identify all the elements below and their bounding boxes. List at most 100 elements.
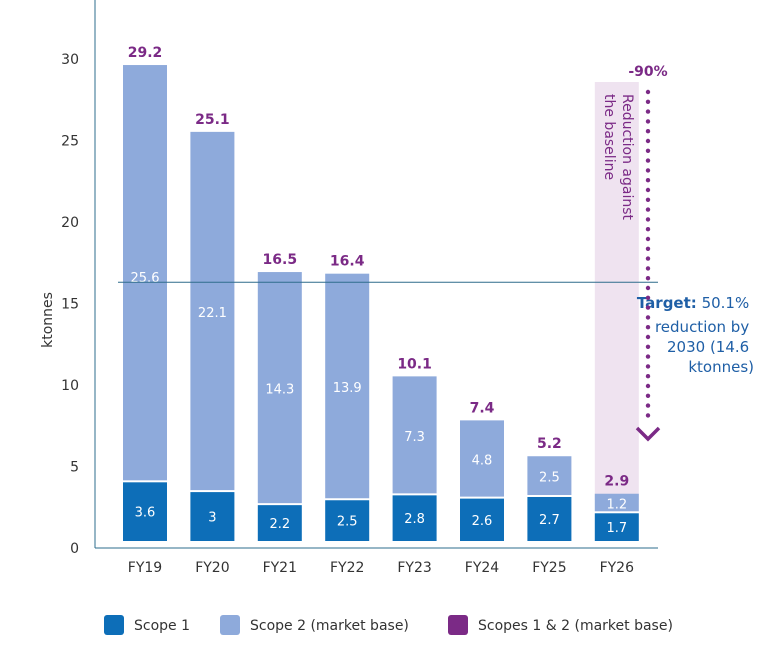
scope2-value-label: 25.6	[131, 271, 160, 286]
reduction-arrow-dot	[645, 364, 651, 369]
scope1-value-label: 3.6	[135, 506, 156, 521]
y-tick-label: 15	[61, 297, 79, 313]
target-label-line: reduction by	[655, 318, 749, 336]
reduction-arrow-dot	[645, 285, 651, 291]
reduction-arrow-dot	[645, 315, 651, 320]
scope1-value-label: 2.6	[472, 514, 493, 529]
y-tick-label: 20	[61, 215, 79, 231]
bar-scope2	[527, 456, 572, 495]
reduction-arrow-dot	[645, 187, 651, 193]
bar-scope1	[527, 496, 572, 541]
reduction-arrow-dot	[645, 109, 651, 114]
y-tick-label: 0	[70, 541, 79, 557]
total-value-label: 7.4	[470, 400, 495, 416]
bar-scope1	[190, 492, 235, 541]
reduction-percent: -90%	[628, 64, 667, 80]
x-tick-label: FY24	[465, 560, 500, 576]
reduction-arrow-dot	[645, 148, 651, 153]
reduction-arrow-dot	[645, 256, 651, 261]
y-tick-label: 10	[61, 378, 79, 394]
x-tick-label: FY23	[397, 560, 431, 576]
reduction-arrow-dot	[645, 344, 651, 349]
legend-label-scopes-total: Scopes 1 & 2 (market base)	[478, 618, 673, 634]
reduction-arrow-dot	[645, 354, 651, 359]
scope1-value-label: 2.7	[539, 513, 560, 528]
legend-label-scope1: Scope 1	[134, 618, 190, 634]
total-value-label: 10.1	[397, 356, 432, 372]
scope1-value-label: 3	[208, 511, 216, 526]
reduction-note-line: the baseline	[601, 94, 617, 180]
reduction-arrow-dot	[645, 158, 651, 163]
scope1-value-label: 2.8	[404, 512, 425, 527]
total-value-label: 29.2	[128, 45, 163, 61]
bar-scope2	[257, 272, 302, 504]
bar-scope2	[460, 420, 504, 497]
reduction-arrow-dot	[645, 403, 651, 408]
x-tick-label: FY21	[263, 560, 297, 576]
reduction-band	[594, 82, 639, 500]
x-tick-label: FY20	[195, 560, 229, 576]
reduction-arrow-dot	[645, 334, 651, 340]
reduction-arrow-dot	[645, 217, 651, 222]
scope2-value-label: 14.3	[265, 383, 294, 398]
legend-swatch-scope1	[104, 615, 124, 635]
reduction-arrow-dot	[645, 197, 651, 202]
scope2-value-label: 13.9	[333, 381, 362, 396]
x-tick-label: FY22	[330, 560, 364, 576]
total-value-label: 16.5	[263, 252, 298, 268]
reduction-arrow-dot	[645, 178, 651, 183]
bar-scope2	[594, 493, 639, 512]
reduction-arrow-dot	[645, 276, 651, 281]
x-tick-label: FY26	[600, 560, 635, 576]
reduction-arrow-dot	[645, 129, 651, 134]
scope1-value-label: 2.5	[337, 515, 358, 530]
x-tick-label: FY19	[128, 560, 162, 576]
legend-swatch-scopes-total	[448, 615, 468, 635]
reduction-arrow-dot	[645, 413, 651, 418]
reduction-arrow-dot	[645, 383, 651, 389]
x-tick-label: FY25	[532, 560, 566, 576]
total-value-label: 2.9	[604, 474, 629, 490]
legend: Scope 1 Scope 2 (market base) Scopes 1 &…	[104, 615, 673, 635]
scope2-value-label: 7.3	[404, 430, 425, 445]
reduction-arrow-dot	[645, 325, 651, 330]
bar-scope1	[594, 513, 639, 541]
y-tick-label: 25	[61, 134, 79, 150]
total-value-label: 16.4	[330, 254, 365, 270]
scope2-value-label: 4.8	[472, 454, 493, 469]
reduction-arrow-dot	[645, 138, 651, 144]
bar-scope2	[325, 273, 370, 499]
target-label-line: 50.1%	[702, 294, 750, 312]
bar-scope1	[123, 482, 167, 541]
y-tick-label: 30	[61, 52, 79, 68]
legend-swatch-scope2	[220, 615, 240, 635]
reduction-arrow-dot	[645, 295, 651, 300]
bar-scope2	[123, 65, 167, 481]
reduction-arrow-dot	[645, 246, 651, 251]
reduction-arrow-dot	[645, 393, 651, 398]
total-value-label: 5.2	[537, 436, 562, 452]
reduction-arrow-dot	[645, 99, 651, 105]
bar-scope2	[190, 131, 235, 491]
scope1-value-label: 1.7	[606, 521, 627, 536]
reduction-arrow-dot	[645, 374, 651, 379]
legend-label-scope2: Scope 2 (market base)	[250, 618, 409, 634]
reduction-note-line: Reduction against	[619, 94, 635, 221]
reduction-arrow-dot	[645, 119, 651, 124]
scope2-value-label: 22.1	[198, 306, 227, 321]
bar-scope1	[460, 498, 504, 541]
target-label-bold: Target:	[637, 294, 697, 312]
bar-scope1	[257, 505, 302, 541]
scope1-value-label: 2.2	[269, 517, 290, 532]
bar-scope1	[392, 495, 437, 541]
reduction-arrow-dot	[645, 305, 651, 310]
reduction-arrow-dot	[645, 227, 651, 232]
reduction-arrow-dot	[645, 207, 651, 212]
reduction-arrow-dot	[645, 89, 651, 95]
scope2-value-label: 1.2	[606, 498, 627, 513]
target-label-line: 2030 (14.6	[667, 338, 749, 356]
reduction-note: Reduction against the baseline	[601, 94, 635, 224]
total-value-label: 25.1	[195, 112, 230, 128]
y-tick-label: 5	[70, 460, 79, 476]
